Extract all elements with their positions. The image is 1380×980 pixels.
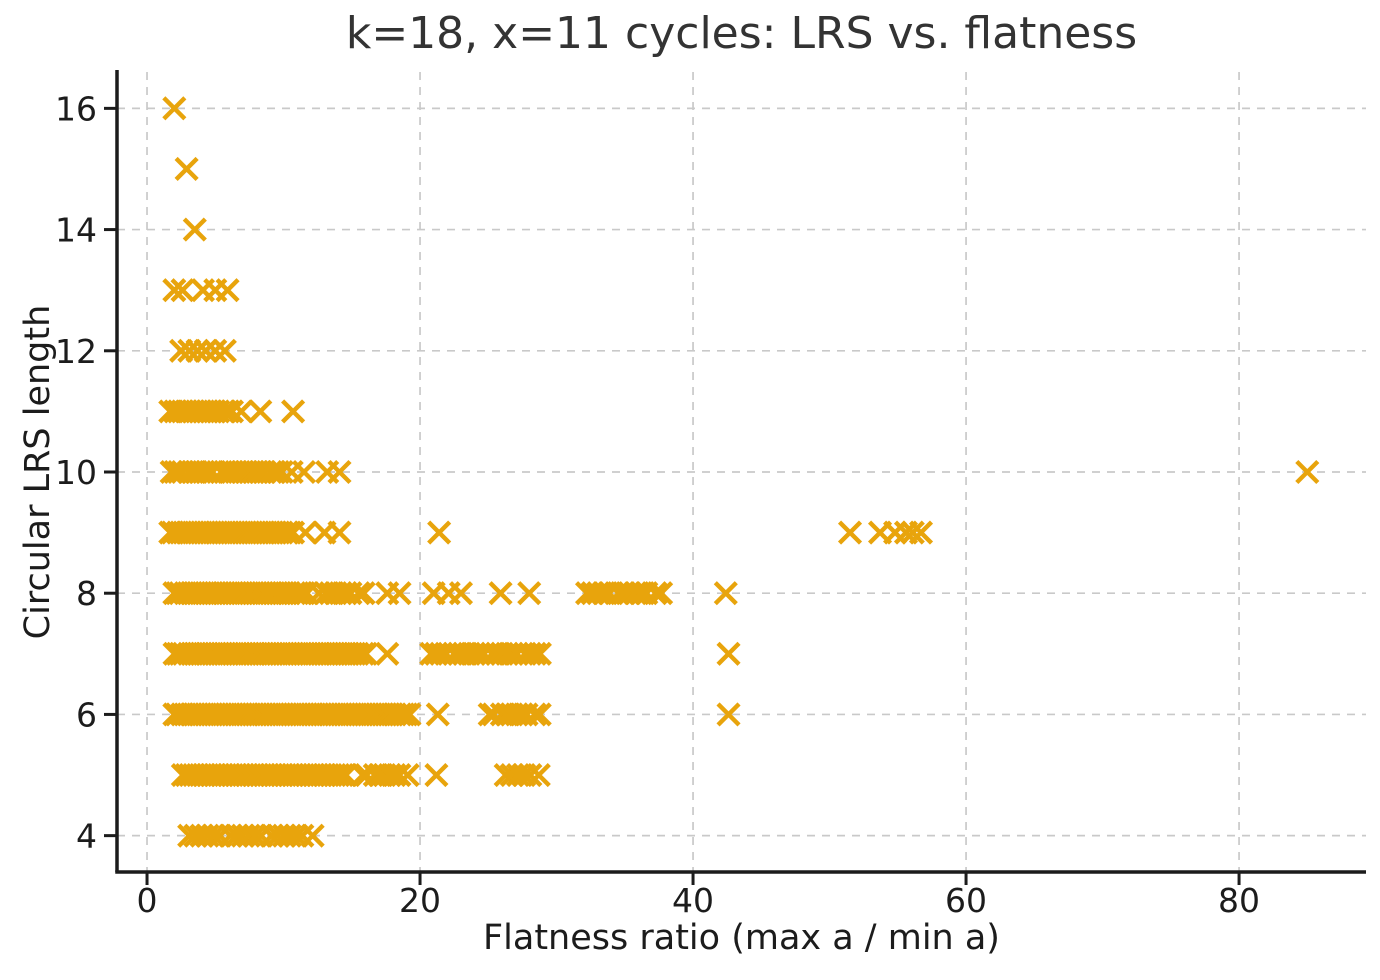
y-tick-label: 16 [55, 89, 97, 128]
y-tick-label: 4 [76, 817, 97, 856]
x-tick-label: 20 [399, 881, 441, 920]
data-point-marker [281, 399, 306, 424]
x-tick-label: 0 [137, 881, 158, 920]
data-point-marker [643, 581, 668, 606]
data-point-marker [377, 762, 402, 788]
data-point-marker [494, 641, 520, 666]
data-point-marker [375, 641, 400, 666]
data-point-marker [713, 581, 738, 606]
data-point-marker [425, 702, 450, 727]
data-point-marker [170, 278, 195, 303]
data-point-marker [424, 762, 449, 788]
y-tick-label: 8 [76, 574, 97, 613]
data-point-marker [517, 581, 542, 606]
x-tick-label: 40 [672, 881, 714, 920]
data-point-marker [424, 641, 449, 666]
data-point-marker [518, 762, 543, 788]
data-point-marker [649, 581, 674, 606]
y-tick-label: 10 [55, 453, 97, 492]
data-point-marker [522, 641, 548, 666]
data-point-marker [517, 641, 543, 666]
data-point-marker [327, 520, 352, 545]
data-point-marker [522, 702, 547, 727]
data-point-marker [291, 459, 317, 485]
x-axis-label: Flatness ratio (max a / min a) [483, 918, 1000, 958]
data-point-marker [900, 520, 925, 545]
data-point-marker [837, 520, 863, 545]
data-point-marker [216, 399, 241, 424]
y-tick-label: 12 [55, 332, 97, 371]
data-point-marker [908, 520, 934, 545]
data-point-marker [527, 702, 552, 727]
x-tick-label: 60 [945, 881, 987, 920]
data-point-marker [353, 641, 378, 666]
data-point-marker [262, 459, 287, 485]
data-point-marker [351, 581, 376, 606]
data-point-marker [174, 156, 199, 182]
data-point-marker [448, 581, 474, 606]
data-point-marker [387, 762, 412, 788]
data-point-marker [327, 459, 352, 485]
chart-title: k=18, x=11 cycles: LRS vs. flatness [345, 8, 1138, 59]
y-tick-label: 14 [55, 211, 97, 250]
data-point-marker [527, 641, 552, 666]
x-tick-label: 80 [1218, 881, 1260, 920]
data-point-marker [193, 338, 218, 363]
data-point-marker [387, 581, 412, 606]
data-point-marker [203, 338, 228, 363]
data-point-marker [716, 702, 741, 727]
data-point-marker [716, 641, 741, 666]
data-point-marker [212, 338, 237, 363]
data-point-marker [185, 338, 210, 363]
y-tick-label: 6 [76, 695, 97, 734]
data-point-marker [488, 581, 513, 606]
data-point-marker [526, 762, 551, 788]
data-point-marker [427, 520, 452, 545]
data-point-marker [1295, 459, 1320, 485]
data-point-marker [326, 762, 351, 788]
data-point-marker [330, 762, 355, 788]
data-point-marker [248, 399, 273, 424]
data-point-marker [269, 459, 294, 485]
data-point-marker [215, 278, 240, 303]
data-point-marker [212, 399, 237, 424]
data-point-marker [219, 399, 245, 424]
data-point-marker [395, 762, 420, 788]
data-point-marker [290, 823, 315, 848]
data-point-marker [266, 459, 291, 485]
data-point-marker [345, 641, 370, 666]
data-point-marker [461, 641, 487, 666]
data-point-marker [504, 702, 529, 727]
data-point-marker [162, 278, 187, 303]
data-point-marker [281, 520, 306, 545]
data-point-marker [346, 581, 371, 606]
data-point-marker [328, 581, 353, 606]
data-point-marker [397, 702, 422, 727]
y-axis-label: Circular LRS length [18, 304, 58, 640]
data-point-marker [182, 217, 207, 242]
data-point-marker [191, 459, 216, 485]
data-point-marker [162, 96, 187, 121]
data-point-marker [300, 823, 325, 848]
